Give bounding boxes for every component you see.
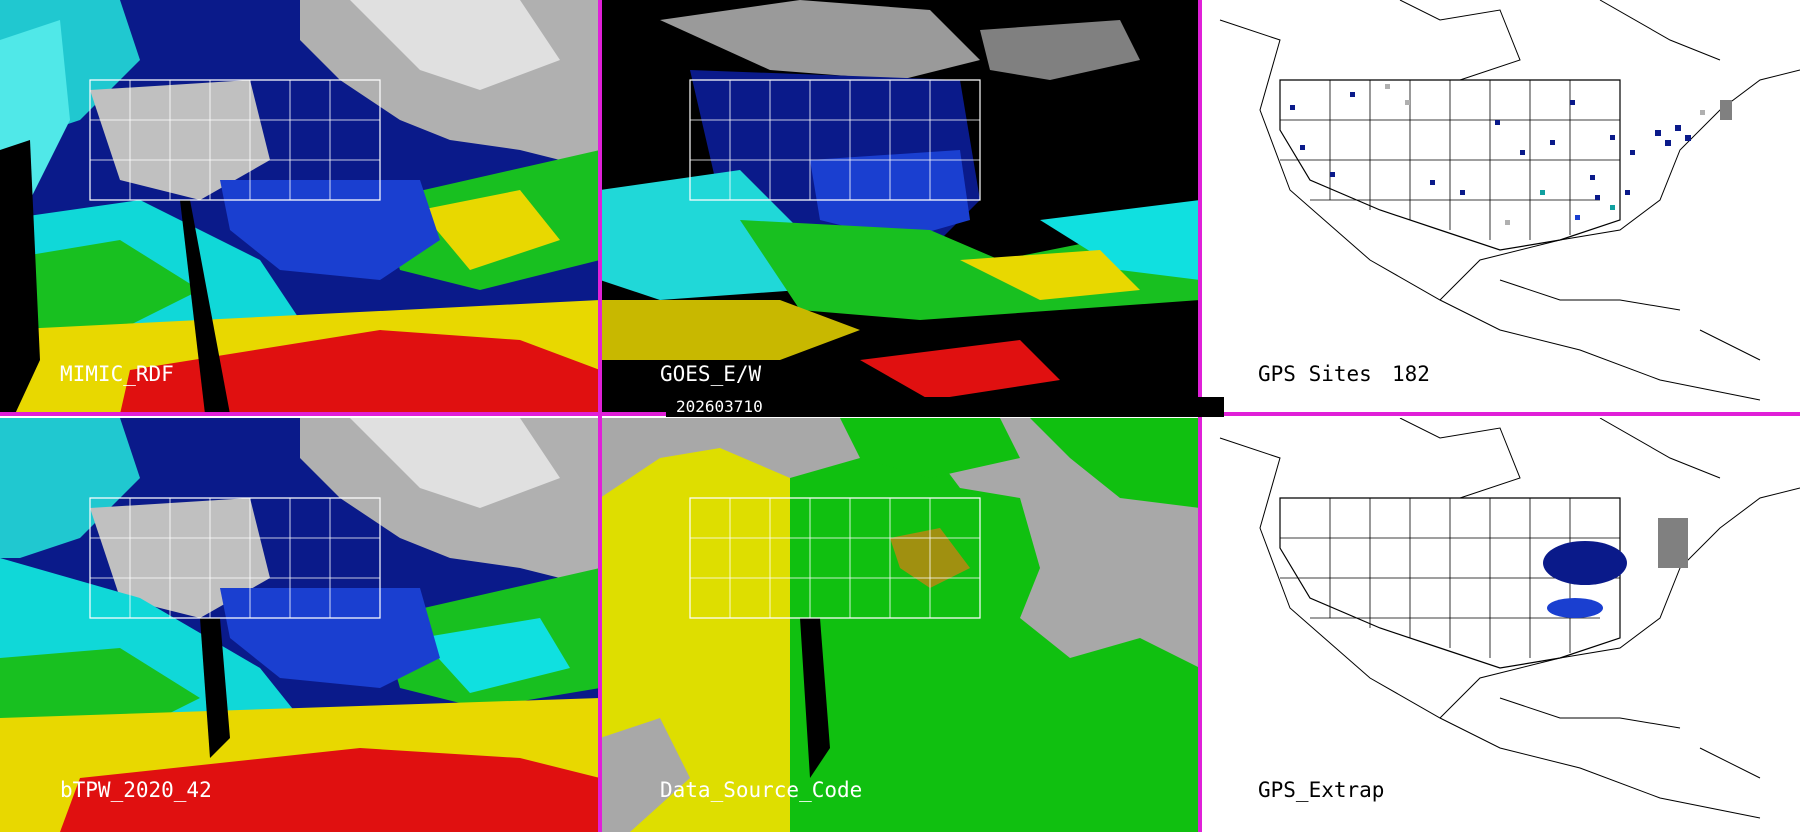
tpw-map-image [600,0,1200,414]
goes-ew-panel: GOES_E/W [600,0,1200,414]
extrap-region [1543,541,1627,585]
outline-map-image [1219,0,1800,401]
gps-site-count: 182 [1392,362,1430,386]
panel-label: GPS_Extrap [1258,778,1385,802]
source-code-map-image [600,418,1200,832]
tpw-map-image [0,418,600,832]
panel-label: MIMIC_RDF [60,362,174,386]
gps-extrap-panel: GPS_Extrap [1200,418,1800,832]
mimic-rdf-panel: MIMIC_RDF [0,0,600,414]
btpw-panel: bTPW_2020_42 [0,418,600,832]
tpw-map-image [0,0,600,414]
extrap-region [1658,518,1688,568]
outline-map-image [1219,418,1800,819]
gps-site-markers [1290,84,1732,225]
panel-label: GPS Sites [1258,362,1372,386]
extrap-region [1547,598,1603,618]
data-source-code-panel: Data_Source_Code [600,418,1200,832]
panel-label: Data_Source_Code [660,778,863,802]
panel-label: bTPW_2020_42 [60,778,212,802]
timestamp-bar: 202603710 [666,397,1224,417]
vertical-divider-left [598,0,602,832]
panel-label: GOES_E/W [660,362,762,386]
gps-sites-panel: GPS Sites 182 [1200,0,1800,414]
